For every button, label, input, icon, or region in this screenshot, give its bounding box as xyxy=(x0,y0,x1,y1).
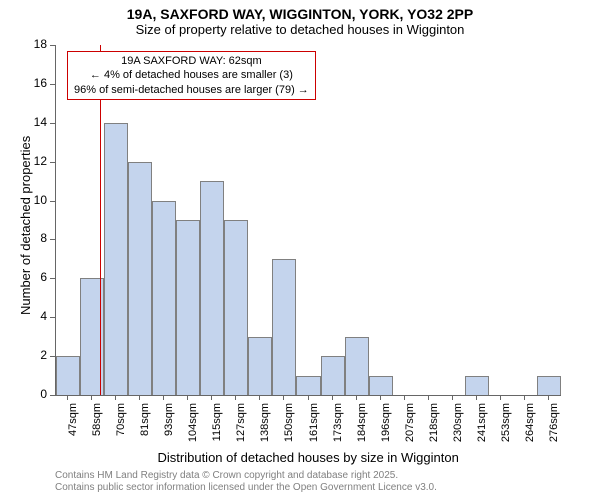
footer-line2: Contains public sector information licen… xyxy=(55,482,437,494)
x-tick-mark xyxy=(139,395,140,400)
x-tick-label: 70sqm xyxy=(115,403,127,453)
x-tick-mark xyxy=(211,395,212,400)
y-tick-label: 16 xyxy=(17,76,47,90)
x-tick-mark xyxy=(548,395,549,400)
histogram-bar xyxy=(321,356,345,395)
y-tick-mark xyxy=(50,162,55,163)
x-tick-mark xyxy=(380,395,381,400)
y-tick-label: 18 xyxy=(17,37,47,51)
x-tick-label: 196sqm xyxy=(380,403,392,453)
x-tick-mark xyxy=(235,395,236,400)
histogram-bar xyxy=(56,356,80,395)
y-tick-label: 12 xyxy=(17,154,47,168)
footer-line1: Contains HM Land Registry data © Crown c… xyxy=(55,470,437,482)
histogram-bar xyxy=(176,220,200,395)
chart-title-sub: Size of property relative to detached ho… xyxy=(0,22,600,41)
y-tick-mark xyxy=(50,278,55,279)
histogram-bar xyxy=(345,337,369,395)
y-tick-label: 8 xyxy=(17,231,47,245)
y-tick-mark xyxy=(50,395,55,396)
histogram-bar xyxy=(296,376,320,395)
x-tick-label: 47sqm xyxy=(67,403,79,453)
x-tick-label: 264sqm xyxy=(524,403,536,453)
chart-title-main: 19A, SAXFORD WAY, WIGGINTON, YORK, YO32 … xyxy=(0,0,600,22)
x-tick-label: 161sqm xyxy=(308,403,320,453)
histogram-bar xyxy=(152,201,176,395)
histogram-bar xyxy=(224,220,248,395)
y-tick-mark xyxy=(50,123,55,124)
histogram-bar xyxy=(128,162,152,395)
x-tick-label: 127sqm xyxy=(235,403,247,453)
annotation-line2: ← 4% of detached houses are smaller (3) xyxy=(74,68,309,82)
annotation-box: 19A SAXFORD WAY: 62sqm← 4% of detached h… xyxy=(67,51,316,100)
x-tick-label: 276sqm xyxy=(548,403,560,453)
y-tick-mark xyxy=(50,201,55,202)
x-tick-mark xyxy=(283,395,284,400)
y-tick-mark xyxy=(50,45,55,46)
x-tick-label: 58sqm xyxy=(91,403,103,453)
x-tick-mark xyxy=(115,395,116,400)
y-tick-mark xyxy=(50,84,55,85)
y-tick-mark xyxy=(50,317,55,318)
y-tick-label: 2 xyxy=(17,348,47,362)
histogram-bar xyxy=(104,123,128,395)
x-tick-label: 173sqm xyxy=(332,403,344,453)
x-tick-label: 93sqm xyxy=(163,403,175,453)
y-tick-label: 10 xyxy=(17,193,47,207)
annotation-line3: 96% of semi-detached houses are larger (… xyxy=(74,83,309,97)
y-tick-mark xyxy=(50,356,55,357)
x-tick-label: 150sqm xyxy=(283,403,295,453)
x-tick-label: 241sqm xyxy=(476,403,488,453)
x-tick-label: 207sqm xyxy=(404,403,416,453)
x-tick-label: 104sqm xyxy=(187,403,199,453)
x-tick-label: 184sqm xyxy=(356,403,368,453)
x-tick-mark xyxy=(67,395,68,400)
x-tick-mark xyxy=(476,395,477,400)
y-tick-label: 0 xyxy=(17,387,47,401)
chart-container: 19A, SAXFORD WAY, WIGGINTON, YORK, YO32 … xyxy=(0,0,600,500)
x-tick-label: 138sqm xyxy=(259,403,271,453)
x-tick-mark xyxy=(524,395,525,400)
x-tick-mark xyxy=(332,395,333,400)
x-tick-mark xyxy=(452,395,453,400)
y-tick-label: 14 xyxy=(17,115,47,129)
x-tick-mark xyxy=(308,395,309,400)
y-tick-label: 6 xyxy=(17,270,47,284)
x-tick-mark xyxy=(500,395,501,400)
histogram-bar xyxy=(200,181,224,395)
annotation-line1: 19A SAXFORD WAY: 62sqm xyxy=(74,54,309,68)
x-tick-label: 218sqm xyxy=(428,403,440,453)
histogram-bar xyxy=(465,376,489,395)
x-tick-label: 81sqm xyxy=(139,403,151,453)
y-tick-mark xyxy=(50,239,55,240)
x-tick-mark xyxy=(163,395,164,400)
x-tick-mark xyxy=(404,395,405,400)
histogram-bar xyxy=(272,259,296,395)
x-tick-label: 253sqm xyxy=(500,403,512,453)
x-tick-label: 115sqm xyxy=(211,403,223,453)
x-tick-mark xyxy=(356,395,357,400)
x-tick-label: 230sqm xyxy=(452,403,464,453)
histogram-bar xyxy=(369,376,393,395)
histogram-bar xyxy=(537,376,561,395)
x-tick-mark xyxy=(259,395,260,400)
y-tick-label: 4 xyxy=(17,309,47,323)
histogram-bar xyxy=(248,337,272,395)
footer-credit: Contains HM Land Registry data © Crown c… xyxy=(55,470,437,494)
x-tick-mark xyxy=(187,395,188,400)
x-tick-mark xyxy=(428,395,429,400)
x-tick-mark xyxy=(91,395,92,400)
